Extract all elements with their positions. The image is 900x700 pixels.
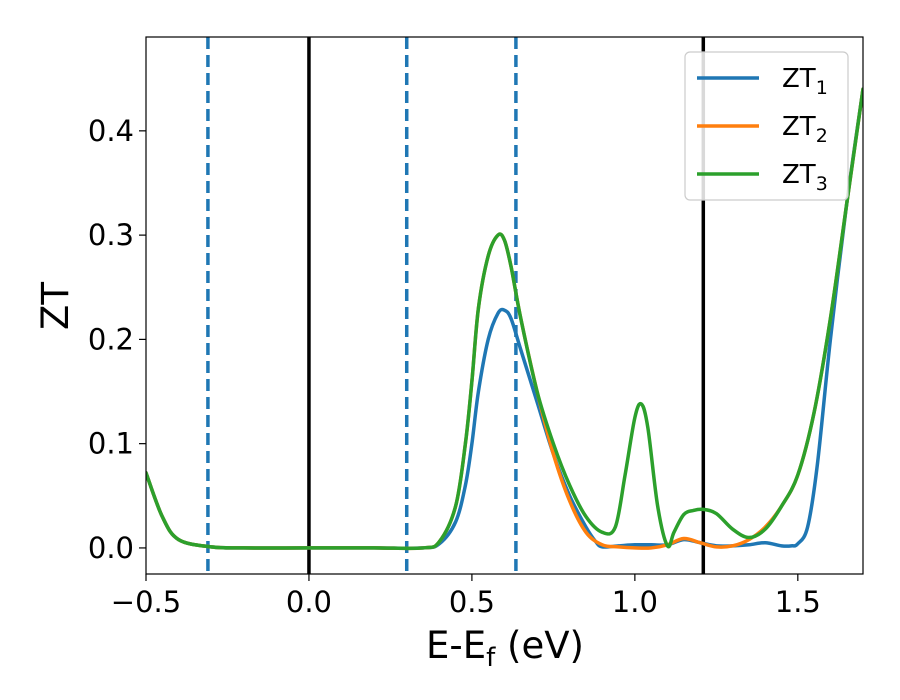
y-tick-label: 0.4: [88, 114, 134, 148]
legend-box: [684, 51, 849, 201]
series-lines: [146, 87, 863, 551]
x-axis-ticks: −0.5 0.0 0.5 1.0 1.5: [111, 574, 821, 619]
x-tick-label: 1.5: [775, 585, 821, 619]
y-tick-label: 0.0: [88, 531, 134, 565]
legend-label-zt2: ZT2: [782, 112, 828, 147]
x-axis-label: E-Ef (eV): [426, 624, 584, 673]
x-tick-label: 1.0: [612, 585, 658, 619]
y-axis-label: ZT: [34, 282, 77, 330]
x-tick-label: −0.5: [111, 585, 181, 619]
y-tick-label: 0.2: [88, 322, 134, 356]
series-line-zt3: [146, 87, 863, 551]
x-tick-label: 0.5: [449, 585, 495, 619]
y-tick-label: 0.1: [88, 427, 134, 461]
legend-label-zt3: ZT3: [782, 160, 828, 195]
x-tick-label: 0.0: [286, 585, 332, 619]
legend-label-zt1: ZT1: [782, 64, 828, 99]
y-tick-label: 0.3: [88, 218, 134, 252]
plot-frame: [145, 36, 864, 575]
y-axis-ticks: 0.0 0.1 0.2 0.3 0.4: [88, 114, 146, 565]
legend: ZT1 ZT2 ZT3: [684, 51, 849, 201]
